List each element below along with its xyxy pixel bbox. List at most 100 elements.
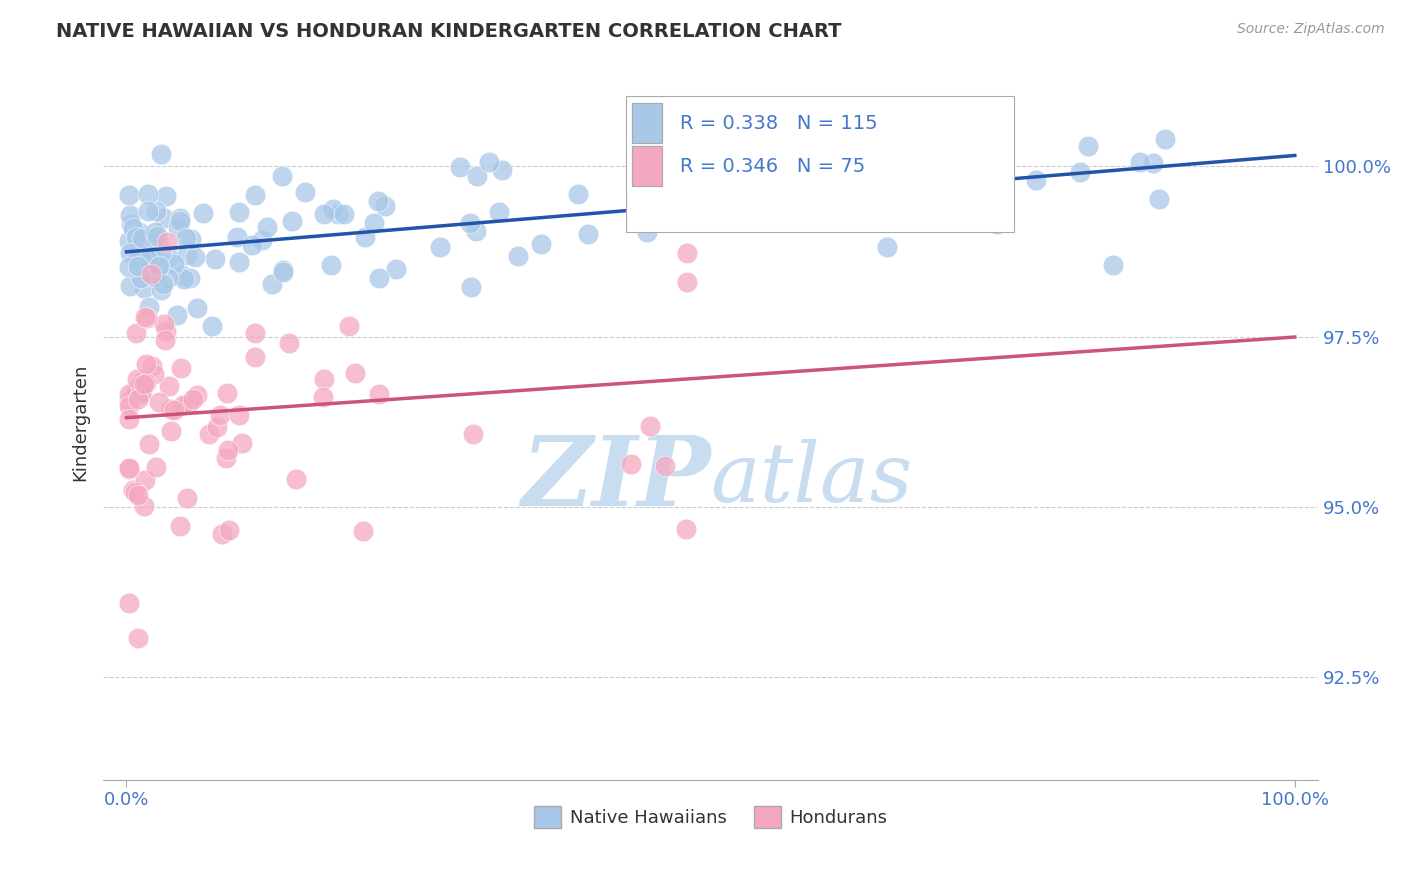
Point xyxy=(127,253,149,268)
Point xyxy=(326,207,349,221)
Point xyxy=(127,259,149,273)
Point xyxy=(886,142,908,156)
Point xyxy=(176,248,198,262)
Point xyxy=(458,216,481,230)
Point xyxy=(1142,155,1164,169)
Text: NATIVE HAWAIIAN VS HONDURAN KINDERGARTEN CORRELATION CHART: NATIVE HAWAIIAN VS HONDURAN KINDERGARTEN… xyxy=(56,22,842,41)
Point xyxy=(138,437,160,451)
Point xyxy=(153,333,176,347)
Point xyxy=(118,234,141,248)
Point xyxy=(245,188,267,202)
Point xyxy=(217,385,239,400)
FancyBboxPatch shape xyxy=(631,146,662,186)
Point xyxy=(129,271,152,285)
Point xyxy=(260,277,283,292)
Point xyxy=(654,459,676,474)
Point xyxy=(157,271,180,285)
FancyBboxPatch shape xyxy=(626,96,1014,232)
Point xyxy=(143,368,166,382)
Point xyxy=(150,146,173,161)
Point xyxy=(132,281,155,295)
Point xyxy=(169,518,191,533)
Point xyxy=(280,214,302,228)
Point xyxy=(177,397,200,411)
Point xyxy=(186,387,208,401)
Point xyxy=(146,229,169,244)
Text: ZIP: ZIP xyxy=(522,432,710,526)
Point xyxy=(169,360,191,375)
Point xyxy=(676,245,699,260)
FancyBboxPatch shape xyxy=(631,103,662,143)
Point xyxy=(186,301,208,316)
Point xyxy=(118,399,141,413)
Point xyxy=(460,280,482,294)
Point xyxy=(675,522,697,536)
Point xyxy=(131,374,153,388)
Point xyxy=(156,235,179,249)
Text: atlas: atlas xyxy=(710,439,912,519)
Point xyxy=(352,524,374,538)
Point xyxy=(135,260,157,275)
Point xyxy=(129,385,152,400)
Point xyxy=(134,474,156,488)
Point xyxy=(200,319,222,334)
Point xyxy=(465,169,488,183)
Point xyxy=(243,351,266,365)
Point xyxy=(157,250,180,264)
Point xyxy=(118,412,141,426)
Point xyxy=(367,194,389,208)
Point xyxy=(122,483,145,498)
Point xyxy=(172,268,194,282)
Point xyxy=(131,378,153,392)
Point xyxy=(118,597,141,611)
Point xyxy=(120,279,142,293)
Point xyxy=(132,499,155,513)
Point xyxy=(159,401,181,416)
Point xyxy=(339,319,361,334)
Point xyxy=(332,207,354,221)
Point xyxy=(131,269,153,284)
Point xyxy=(530,236,553,251)
Point xyxy=(322,202,344,216)
Point xyxy=(136,186,159,201)
Point xyxy=(449,161,471,175)
Point xyxy=(191,205,214,219)
Point xyxy=(146,260,169,275)
Point xyxy=(136,252,159,267)
Text: R = 0.338   N = 115: R = 0.338 N = 115 xyxy=(681,113,877,133)
Point xyxy=(162,257,184,271)
Point xyxy=(148,395,170,409)
Point xyxy=(150,283,173,297)
Point xyxy=(142,254,165,268)
Point xyxy=(167,219,190,234)
Point xyxy=(173,272,195,286)
Point xyxy=(179,271,201,285)
Point xyxy=(183,392,205,406)
Point xyxy=(218,523,240,537)
Point xyxy=(796,178,818,192)
Point xyxy=(1153,132,1175,146)
Point xyxy=(344,366,367,380)
Point xyxy=(844,136,866,150)
Point xyxy=(127,487,149,501)
Legend: Native Hawaiians, Hondurans: Native Hawaiians, Hondurans xyxy=(526,798,896,835)
Point xyxy=(215,450,238,465)
Point xyxy=(118,246,141,260)
Point xyxy=(134,310,156,325)
Point xyxy=(155,189,177,203)
Point xyxy=(636,225,658,239)
Point xyxy=(209,408,232,422)
Point xyxy=(169,214,191,228)
Point xyxy=(671,214,693,228)
Point xyxy=(240,237,263,252)
Point xyxy=(141,359,163,374)
Point xyxy=(506,249,529,263)
Point xyxy=(143,225,166,239)
Point xyxy=(228,254,250,268)
Point xyxy=(1077,138,1099,153)
Point xyxy=(271,263,294,277)
Point xyxy=(118,394,141,409)
Y-axis label: Kindergarten: Kindergarten xyxy=(72,363,89,481)
Point xyxy=(228,204,250,219)
Point xyxy=(463,426,485,441)
